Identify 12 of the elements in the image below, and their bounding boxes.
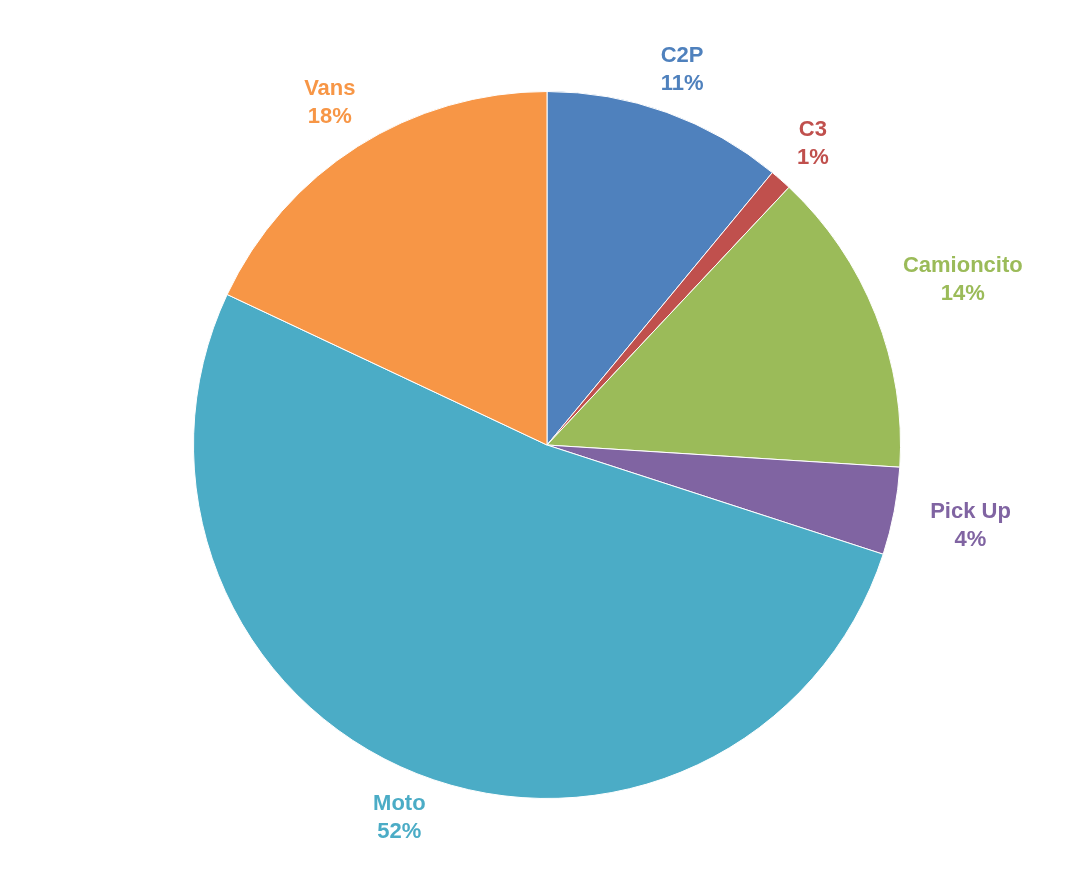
slice-label: Pick Up xyxy=(930,497,1011,523)
data-label: 52% xyxy=(377,818,422,844)
data-label: 1% xyxy=(796,143,829,169)
slice-label: Camioncito xyxy=(902,252,1023,278)
slice-label: C2P xyxy=(660,41,704,67)
slice-label: C3 xyxy=(798,115,827,141)
data-label: 14% xyxy=(940,280,985,306)
slice-label: Vans xyxy=(304,74,356,100)
data-label: 11% xyxy=(660,69,704,95)
slice-label: Moto xyxy=(373,790,426,816)
data-label: 4% xyxy=(954,525,987,551)
data-label: 18% xyxy=(307,102,352,128)
